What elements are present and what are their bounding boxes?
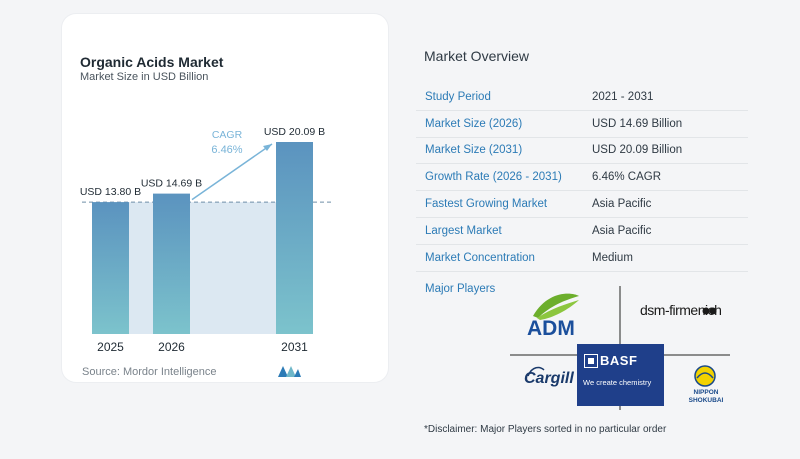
overview-row-label: Largest Market [425,224,502,237]
overview-row-value: USD 14.69 Billion [592,117,683,130]
overview-row: Market Size (2031) USD 20.09 Billion [416,138,748,165]
overview-row: Market Size (2026) USD 14.69 Billion [416,111,748,138]
data-label: USD 14.69 B [141,178,202,190]
chart-title: Organic Acids Market [80,54,224,70]
overview-row-label: Market Size (2026) [425,117,523,130]
adm-leaf-icon [533,293,579,318]
bar-2025 [92,202,129,334]
overview-row: Fastest Growing Market Asia Pacific [416,191,748,218]
mordor-logo-icon [278,366,301,377]
basf-logo: BASF [600,353,638,368]
cagr-arrow [191,143,273,201]
nippon-emblem-icon [694,365,716,387]
cagr-value: 6.46% [211,144,242,156]
overview-row-label: Growth Rate (2026 - 2031) [425,171,562,184]
players-title: Major Players [425,283,496,295]
bar-2031 [276,142,313,334]
category-label: 2025 [97,340,124,354]
bar-2026 [153,193,190,334]
overview-row-value: Medium [592,251,633,264]
basf-square-icon [584,354,598,368]
overview-row-label: Fastest Growing Market [425,198,548,211]
overview-row-value: 6.46% CAGR [592,171,662,184]
data-label: USD 20.09 B [264,126,325,138]
chart-subtitle: Market Size in USD Billion [80,71,209,83]
cargill-logo: Cargill [524,370,574,387]
data-label: USD 13.80 B [80,186,141,198]
source-text: Source: Mordor Intelligence [82,366,217,378]
overview-row: Growth Rate (2026 - 2031) 6.46% CAGR [416,164,748,192]
dsm-mark-icon [702,307,710,315]
dsm-firmenich-logo: dsm-firmenich [640,302,722,318]
overview-row-value: 2021 - 2031 [592,90,654,103]
overview-row-value: Asia Pacific [592,224,652,237]
basf-tagline: We create chemistry [583,378,652,387]
overview-row: Market Concentration Medium [416,245,748,272]
overview-row: Study Period 2021 - 2031 [416,84,748,111]
nippon-shokubai-logo: NIPPON SHOKUBAI [688,389,724,404]
overview-table: Study Period 2021 - 2031 Market Size (2026… [416,84,748,272]
category-label: 2026 [158,340,185,354]
overview-row: Largest Market Asia Pacific [416,218,748,245]
overview-row-value: Asia Pacific [592,198,652,211]
cagr-arrow-head [263,144,272,151]
cagr-label: CAGR [212,129,243,141]
overview-row-label: Market Size (2031) [425,144,523,157]
overview-title: Market Overview [424,48,530,64]
overview-row-label: Study Period [425,90,491,103]
overview-row-value: USD 20.09 Billion [592,144,683,157]
disclaimer: *Disclaimer: Major Players sorted in no … [424,424,667,435]
adm-logo: ADM [527,317,575,340]
overview-row-label: Market Concentration [425,251,535,264]
category-label: 2031 [281,340,308,354]
